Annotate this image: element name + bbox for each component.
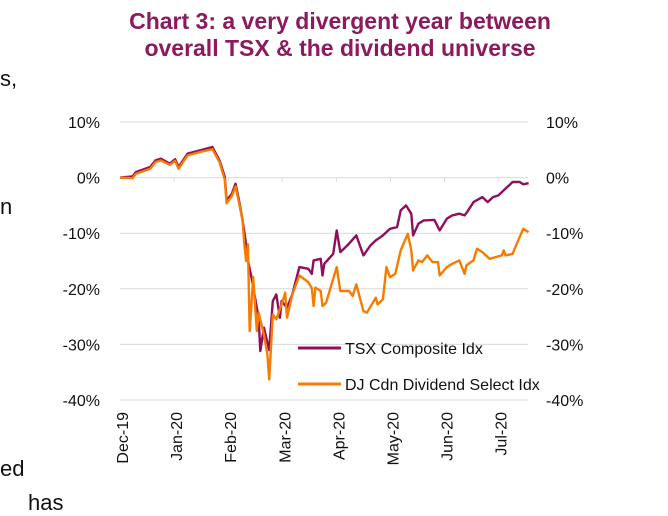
line-chart: 10% 10% 0% 0% -10% -10% -20% -20% -30% -30% -40% -4… <box>63 115 584 465</box>
background-text-fragment: n <box>0 194 13 219</box>
x-tick-label: Apr-20 <box>331 412 348 460</box>
y-tick-label-left: -10% <box>63 226 100 243</box>
series-line <box>119 148 530 381</box>
y-tick-label-left: -20% <box>63 282 100 299</box>
y-tick-label-right: -40% <box>546 393 583 410</box>
background-text-fragment: s, <box>0 66 18 91</box>
chart-title: Chart 3: a very divergent year between o… <box>129 8 551 61</box>
y-tick-label-left: -40% <box>63 393 100 410</box>
y-tick-label-right: -20% <box>546 282 583 299</box>
x-tick-label: Feb-20 <box>223 412 240 463</box>
x-tick-label: Jan-20 <box>169 412 186 461</box>
legend-tsx-label: TSX Composite Idx <box>345 341 483 358</box>
x-tick-label: Mar-20 <box>277 412 294 463</box>
legend-dividend-label: DJ Cdn Dividend Select Idx <box>345 377 540 394</box>
y-tick-label-left: 10% <box>68 115 100 132</box>
y-tick-label-right: 10% <box>546 115 578 132</box>
x-tick-label: Jun-20 <box>440 412 457 461</box>
y-tick-label-left: 0% <box>77 171 100 188</box>
y-tick-label-right: 0% <box>546 171 569 188</box>
background-text-fragment: ed <box>0 456 25 481</box>
y-tick-label-right: -10% <box>546 226 583 243</box>
x-tick-label: Jul-20 <box>494 412 511 456</box>
x-tick-label: Dec-19 <box>115 412 132 464</box>
y-tick-label-left: -30% <box>63 337 100 354</box>
y-tick-label-right: -30% <box>546 337 583 354</box>
x-tick-label: May-20 <box>386 412 403 465</box>
